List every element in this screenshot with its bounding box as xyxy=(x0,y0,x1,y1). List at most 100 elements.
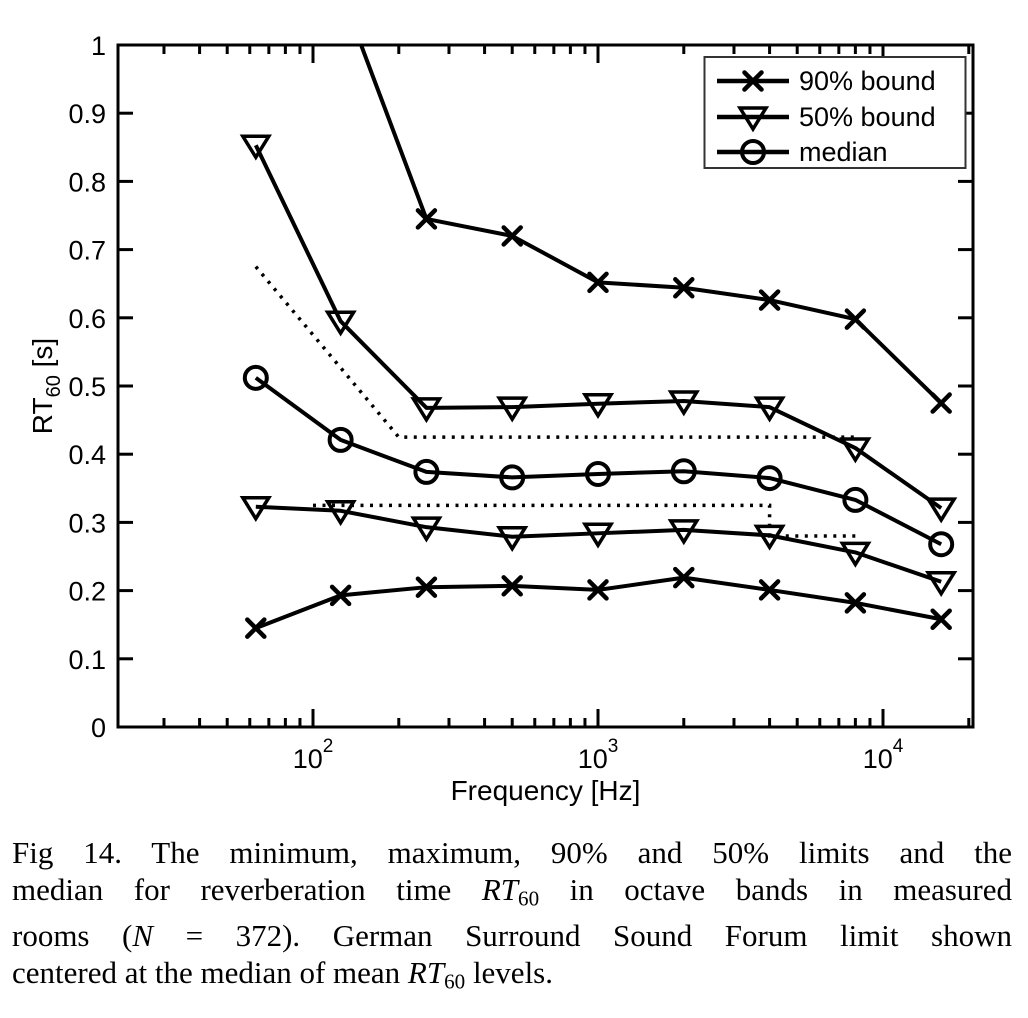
caption-text: levels. xyxy=(465,955,553,991)
marker-x xyxy=(930,608,952,630)
marker-x xyxy=(329,584,352,607)
marker-x xyxy=(415,208,438,230)
series-90-bound-upper xyxy=(358,45,952,414)
caption-italic-text: RT xyxy=(407,955,445,991)
marker-triangle-down xyxy=(736,106,770,133)
marker-circle xyxy=(928,531,955,558)
caption-line: Fig 14. The minimum, maximum, 90% and 50… xyxy=(12,834,1012,871)
series-90-bound-lower-line xyxy=(255,575,942,630)
marker-triangle-down xyxy=(839,437,872,464)
x-tick-label: 102 xyxy=(293,736,334,774)
x-tick-label: 103 xyxy=(578,736,619,774)
marker-triangle-down xyxy=(239,134,272,161)
caption-line: centered at the median of mean RT60 leve… xyxy=(12,954,1012,1000)
caption-italic-text: N xyxy=(132,918,154,954)
marker-x xyxy=(930,392,952,414)
legend-label: 90% bound xyxy=(799,66,936,96)
rt60-chart: 0 0.1 0.2 0.3 0.4 0.5 0.6 0.7 0.8 0.9 1 102 103 104 Fr… xyxy=(27,31,975,806)
series-50-bound-upper xyxy=(239,134,958,524)
caption-text: centered at the median of mean xyxy=(12,955,408,991)
marker-circle xyxy=(670,458,697,485)
marker-triangle-down xyxy=(839,541,872,568)
series-median xyxy=(242,364,955,558)
series-50-bound-lower xyxy=(239,495,958,598)
ssf-lower-limit-line xyxy=(313,503,856,538)
marker-triangle-down xyxy=(925,497,958,524)
marker-x xyxy=(742,70,764,92)
y-tick-label: 0.2 xyxy=(68,577,106,607)
legend-label: 50% bound xyxy=(799,102,936,132)
y-tick-label: 0.8 xyxy=(68,167,106,197)
caption-text: in octave bands in measured xyxy=(539,872,1012,907)
marker-x xyxy=(758,579,781,601)
marker-circle xyxy=(740,139,766,165)
marker-circle xyxy=(585,460,611,487)
legend: 90% bound 50% bound median xyxy=(703,56,967,169)
marker-triangle-down xyxy=(324,500,357,527)
figure-caption: Fig 14. The minimum, maximum, 90% and 50… xyxy=(0,834,1028,1001)
marker-x xyxy=(587,271,609,294)
marker-triangle-down xyxy=(581,392,615,420)
marker-x xyxy=(245,617,267,639)
series-50-bound-lower-line xyxy=(255,504,942,584)
marker-triangle-down xyxy=(581,522,615,549)
caption-text: rooms ( xyxy=(12,918,133,954)
marker-triangle-down xyxy=(925,570,958,598)
y-tick-label: 0.7 xyxy=(68,236,106,266)
marker-triangle-down xyxy=(753,396,786,423)
marker-x xyxy=(844,592,867,614)
caption-line: median for reverberation time RT60 in oc… xyxy=(12,871,1012,917)
marker-triangle-down xyxy=(496,525,529,553)
y-tick-label: 0.3 xyxy=(68,508,106,538)
y-tick-label: 0.6 xyxy=(68,304,106,334)
marker-x xyxy=(587,579,609,601)
marker-circle xyxy=(413,458,440,485)
legend-entry-circle: median xyxy=(717,137,888,167)
axes xyxy=(116,43,975,729)
y-tick-label: 0.4 xyxy=(68,440,106,470)
y-tick-label: 0.5 xyxy=(68,372,106,402)
marker-circle xyxy=(499,464,526,491)
marker-triangle-down xyxy=(239,495,272,523)
marker-triangle-down xyxy=(667,519,700,546)
marker-x xyxy=(758,289,781,311)
y-tick-label: 0 xyxy=(91,713,106,743)
series-median-line xyxy=(254,376,943,547)
caption-line: rooms (N = 372). German Surround Sound F… xyxy=(12,917,1012,954)
y-tick-label: 0.9 xyxy=(68,99,106,129)
marker-triangle-down xyxy=(410,516,443,543)
marker-x xyxy=(415,576,438,598)
marker-circle xyxy=(842,486,869,513)
ssf-limit-lines xyxy=(254,265,856,538)
marker-triangle-down xyxy=(496,396,529,423)
axis-labels: 0 0.1 0.2 0.3 0.4 0.5 0.6 0.7 0.8 0.9 1 102 103 104 Fr… xyxy=(27,31,904,806)
marker-x xyxy=(501,575,523,597)
caption-text: Fig 14. The minimum, maximum, 90% and 50… xyxy=(12,835,1012,870)
marker-circle xyxy=(242,364,269,391)
series-90-bound-upper-line xyxy=(358,45,943,405)
marker-x xyxy=(673,566,695,589)
x-tick-label: 104 xyxy=(863,736,904,774)
series-90-bound-lower xyxy=(245,566,952,639)
legend-label: median xyxy=(799,137,888,167)
caption-subscript-text: 60 xyxy=(518,886,540,911)
caption-subscript-text: 60 xyxy=(444,969,466,994)
marker-triangle-down xyxy=(753,524,786,551)
marker-x xyxy=(844,308,867,330)
x-axis-title: Frequency [Hz] xyxy=(451,775,641,806)
y-tick-label: 0.1 xyxy=(68,645,106,675)
marker-x xyxy=(501,225,523,247)
y-tick-label: 1 xyxy=(91,31,106,61)
legend-entry-x: 90% bound xyxy=(717,66,936,96)
caption-italic-text: RT xyxy=(481,872,519,907)
y-axis-title: RT60 [s] xyxy=(27,338,65,434)
marker-triangle-down xyxy=(410,397,443,424)
caption-text: median for reverberation time xyxy=(12,872,482,907)
series-50-bound-upper-line xyxy=(254,144,943,510)
marker-triangle-down xyxy=(667,390,700,417)
marker-circle xyxy=(756,465,783,492)
marker-circle xyxy=(327,426,354,453)
marker-triangle-down xyxy=(324,310,357,337)
caption-text: = 372). German Surround Sound Forum limi… xyxy=(153,918,1013,954)
